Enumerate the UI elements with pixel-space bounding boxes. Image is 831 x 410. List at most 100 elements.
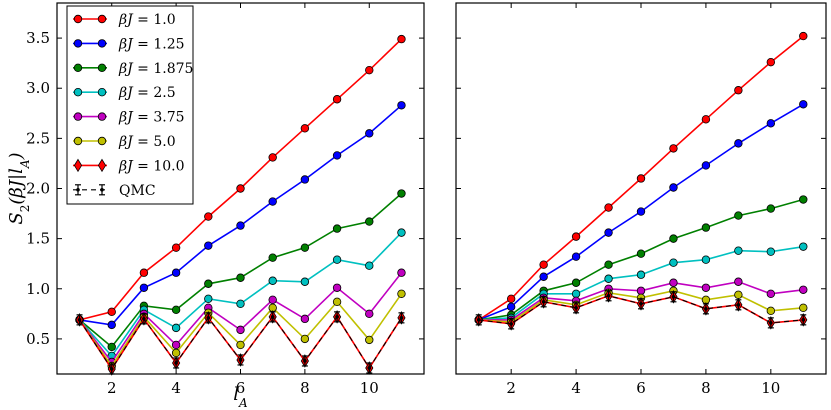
data-point-bj-1-0 [701, 115, 711, 124]
data-point-bj-5-0 [300, 334, 310, 344]
legend-marker [97, 39, 107, 48]
x-tick-label: 8 [701, 379, 711, 397]
qmc-point [541, 300, 546, 304]
qmc-point [367, 366, 372, 370]
data-point-qmc [573, 302, 580, 314]
data-point-bj-3-75 [701, 283, 711, 292]
data-point-qmc [800, 314, 807, 326]
data-point-bj-2-5 [766, 247, 776, 256]
legend-entry: βJ = 5.0 [73, 134, 176, 150]
data-point-bj-1-25 [604, 228, 613, 237]
data-point-bj-1-0 [204, 212, 213, 221]
series-group [474, 31, 808, 331]
y-tick-label: 2.0 [26, 180, 50, 198]
x-tick-label: 6 [636, 379, 646, 397]
data-point-bj-5-0 [766, 306, 776, 316]
data-point-bj-1-0 [539, 260, 548, 269]
data-point-bj-1-25 [766, 119, 776, 128]
qmc-point [270, 315, 275, 319]
data-point-bj-1-25 [139, 283, 149, 292]
data-point-bj-2-5 [236, 299, 245, 309]
data-point-bj-1-0 [506, 294, 516, 303]
qmc-point [736, 303, 741, 307]
data-point-bj-5-0 [332, 297, 342, 307]
data-point-qmc [670, 291, 677, 303]
data-point-bj-1-0 [107, 307, 116, 317]
data-point-bj-3-75 [734, 277, 743, 286]
data-point-bj-1-0 [604, 203, 613, 212]
y-tick-label: 3.5 [26, 29, 50, 47]
legend-entry: βJ = 3.75 [73, 110, 185, 126]
legend-marker [73, 158, 83, 173]
x-tick-label: 2 [506, 379, 516, 397]
legend-marker [97, 14, 107, 24]
data-point-qmc [205, 312, 212, 324]
data-point-bj-1-875 [397, 189, 406, 198]
data-point-bj-1-0 [571, 232, 581, 241]
data-point-bj-1-25 [300, 175, 310, 184]
x-tick-label: 10 [761, 379, 780, 397]
series-bj-1-0 [75, 34, 406, 325]
legend-marker [97, 112, 107, 121]
data-point-bj-1-25 [799, 100, 808, 109]
series-bj-3-75 [75, 268, 406, 367]
data-point-bj-1-25 [236, 221, 245, 230]
data-point-bj-5-0 [799, 303, 808, 313]
data-point-qmc [475, 314, 482, 326]
data-point-bj-1-25 [397, 101, 406, 110]
data-point-bj-1-25 [506, 302, 516, 312]
qmc-point [238, 358, 243, 362]
data-point-bj-2-5 [397, 228, 406, 237]
legend-marker [97, 158, 107, 173]
data-point-bj-2-5 [300, 277, 310, 286]
series-qmc [76, 311, 405, 375]
data-point-bj-3-75 [332, 283, 342, 292]
data-point-bj-2-5 [604, 274, 613, 283]
series-bj-1-25 [474, 100, 808, 325]
legend-label: βJ = 1.0 [118, 12, 176, 28]
data-point-bj-1-0 [365, 65, 374, 75]
legend-label: βJ = 1.25 [118, 36, 185, 52]
y-tick-label: 3.0 [26, 79, 50, 97]
legend-entry: βJ = 1.875 [73, 61, 193, 77]
data-point-bj-3-75 [397, 268, 406, 277]
series-bj-1-0 [474, 31, 808, 325]
data-point-bj-1-0 [171, 243, 181, 252]
data-point-qmc [334, 311, 341, 323]
legend-label: βJ = 10.0 [118, 158, 185, 174]
legend-label: QMC [119, 183, 156, 199]
data-point-bj-1-875 [365, 217, 374, 226]
data-point-bj-1-25 [365, 129, 374, 138]
qmc-point [704, 307, 708, 311]
data-point-bj-2-5 [669, 258, 678, 267]
data-point-qmc [702, 303, 709, 315]
qmc-point [671, 294, 676, 299]
data-point-bj-1-25 [268, 197, 277, 206]
data-point-qmc [301, 355, 308, 367]
y-tick-label: 0.5 [26, 330, 50, 348]
data-point-bj-1-875 [107, 342, 116, 352]
data-point-bj-1-875 [604, 260, 613, 269]
data-point-bj-5-0 [365, 335, 374, 345]
legend-marker [99, 184, 105, 196]
qmc-point [100, 188, 104, 192]
data-point-bj-1-0 [332, 95, 342, 104]
data-point-bj-1-875 [669, 234, 678, 243]
data-point-bj-3-75 [766, 289, 776, 298]
data-point-qmc [398, 312, 405, 324]
data-point-bj-1-875 [571, 278, 581, 287]
data-point-bj-1-0 [734, 86, 743, 95]
x-tick-label: 4 [171, 379, 181, 397]
data-point-bj-1-25 [171, 268, 181, 277]
legend-entry: βJ = 10.0 [73, 158, 185, 174]
data-point-bj-1-875 [636, 249, 646, 258]
data-point-qmc [638, 298, 644, 310]
data-point-bj-2-5 [571, 289, 581, 298]
data-point-bj-1-875 [268, 253, 277, 262]
qmc-point [206, 316, 211, 320]
data-point-bj-3-75 [300, 314, 310, 324]
data-point-bj-1-25 [539, 272, 548, 281]
data-point-bj-1-0 [300, 124, 310, 133]
data-point-qmc [767, 317, 774, 329]
